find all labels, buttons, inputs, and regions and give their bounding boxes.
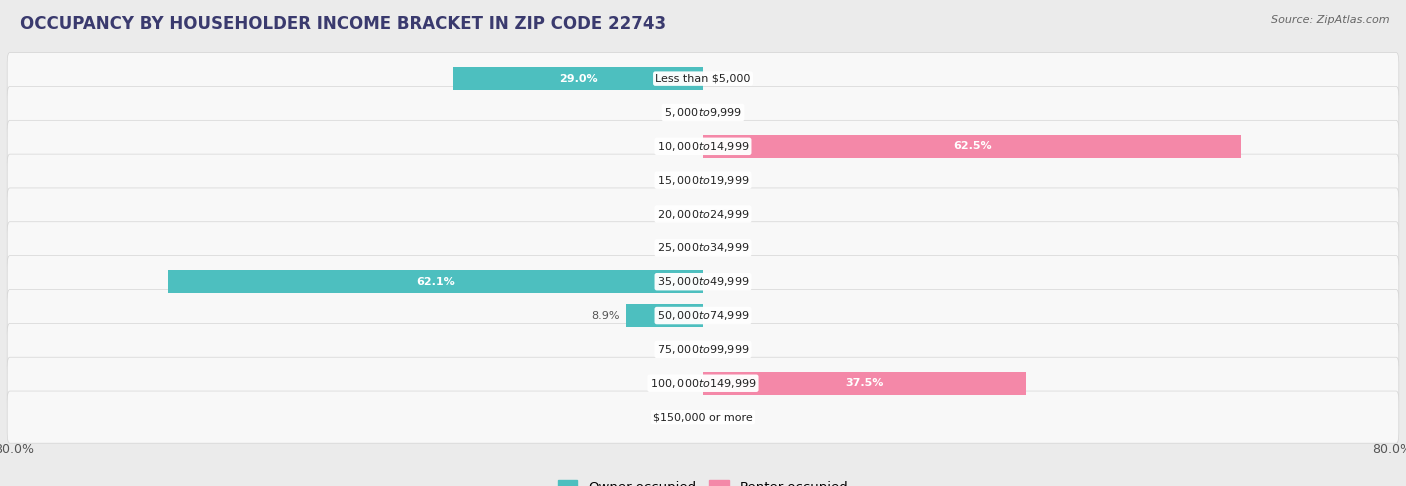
Text: $100,000 to $149,999: $100,000 to $149,999 bbox=[650, 377, 756, 390]
Text: 0.0%: 0.0% bbox=[711, 412, 740, 422]
Text: $75,000 to $99,999: $75,000 to $99,999 bbox=[657, 343, 749, 356]
FancyBboxPatch shape bbox=[7, 222, 1399, 274]
Text: 0.0%: 0.0% bbox=[711, 209, 740, 219]
Text: $10,000 to $14,999: $10,000 to $14,999 bbox=[657, 140, 749, 153]
Text: 0.0%: 0.0% bbox=[711, 277, 740, 287]
Text: 0.0%: 0.0% bbox=[666, 209, 695, 219]
Bar bbox=[453, 67, 703, 90]
Text: Less than $5,000: Less than $5,000 bbox=[655, 73, 751, 84]
Text: 0.0%: 0.0% bbox=[666, 412, 695, 422]
Text: OCCUPANCY BY HOUSEHOLDER INCOME BRACKET IN ZIP CODE 22743: OCCUPANCY BY HOUSEHOLDER INCOME BRACKET … bbox=[20, 15, 666, 33]
Text: $5,000 to $9,999: $5,000 to $9,999 bbox=[664, 106, 742, 119]
FancyBboxPatch shape bbox=[7, 87, 1399, 139]
Text: 0.0%: 0.0% bbox=[711, 73, 740, 84]
Text: 0.0%: 0.0% bbox=[711, 175, 740, 185]
Text: 0.0%: 0.0% bbox=[711, 311, 740, 321]
Text: 0.0%: 0.0% bbox=[666, 175, 695, 185]
FancyBboxPatch shape bbox=[7, 154, 1399, 206]
Text: $20,000 to $24,999: $20,000 to $24,999 bbox=[657, 208, 749, 221]
Text: 0.0%: 0.0% bbox=[666, 345, 695, 354]
Text: 0.0%: 0.0% bbox=[666, 378, 695, 388]
Bar bbox=[703, 135, 1241, 158]
FancyBboxPatch shape bbox=[7, 357, 1399, 409]
Text: 0.0%: 0.0% bbox=[666, 107, 695, 118]
Text: 0.0%: 0.0% bbox=[666, 243, 695, 253]
Text: 0.0%: 0.0% bbox=[666, 141, 695, 151]
Bar bbox=[626, 304, 703, 327]
Text: 0.0%: 0.0% bbox=[711, 107, 740, 118]
Text: $150,000 or more: $150,000 or more bbox=[654, 412, 752, 422]
Text: 62.5%: 62.5% bbox=[953, 141, 991, 151]
Legend: Owner-occupied, Renter-occupied: Owner-occupied, Renter-occupied bbox=[553, 475, 853, 486]
Text: 29.0%: 29.0% bbox=[558, 73, 598, 84]
Text: $50,000 to $74,999: $50,000 to $74,999 bbox=[657, 309, 749, 322]
Bar bbox=[169, 270, 703, 293]
Text: 8.9%: 8.9% bbox=[591, 311, 620, 321]
Text: $15,000 to $19,999: $15,000 to $19,999 bbox=[657, 174, 749, 187]
Text: 62.1%: 62.1% bbox=[416, 277, 456, 287]
FancyBboxPatch shape bbox=[7, 52, 1399, 104]
FancyBboxPatch shape bbox=[7, 323, 1399, 376]
Text: 0.0%: 0.0% bbox=[711, 243, 740, 253]
Text: 37.5%: 37.5% bbox=[845, 378, 883, 388]
FancyBboxPatch shape bbox=[7, 120, 1399, 173]
Text: 0.0%: 0.0% bbox=[711, 345, 740, 354]
Text: Source: ZipAtlas.com: Source: ZipAtlas.com bbox=[1271, 15, 1389, 25]
Text: $35,000 to $49,999: $35,000 to $49,999 bbox=[657, 275, 749, 288]
FancyBboxPatch shape bbox=[7, 188, 1399, 240]
FancyBboxPatch shape bbox=[7, 290, 1399, 342]
FancyBboxPatch shape bbox=[7, 256, 1399, 308]
FancyBboxPatch shape bbox=[7, 391, 1399, 443]
Text: $25,000 to $34,999: $25,000 to $34,999 bbox=[657, 242, 749, 254]
Bar bbox=[703, 372, 1026, 395]
